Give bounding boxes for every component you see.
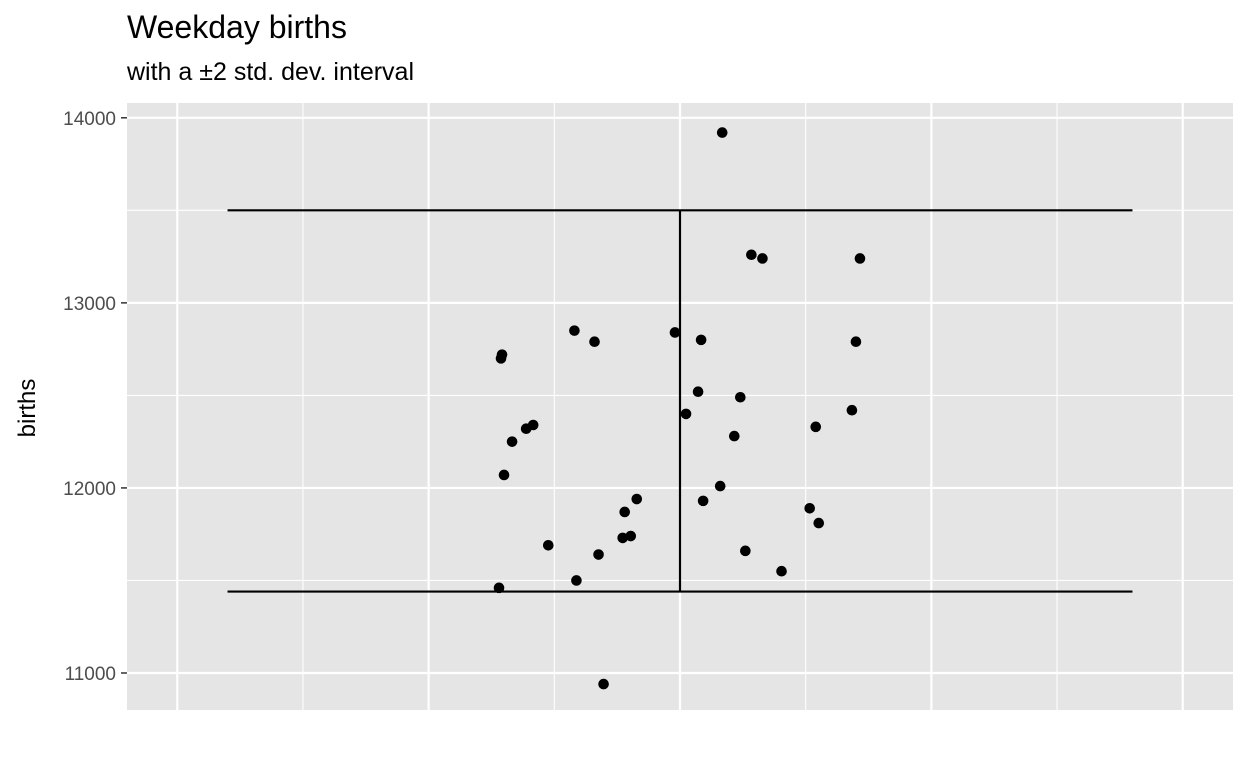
data-point (746, 249, 757, 261)
data-point (598, 678, 609, 690)
y-tick-label: 12000 (63, 479, 116, 500)
data-point (757, 253, 768, 264)
data-point (593, 549, 604, 560)
data-point (697, 495, 709, 507)
y-axis-ticks (121, 117, 127, 674)
data-point (810, 421, 822, 433)
data-point (854, 253, 866, 264)
data-point (728, 430, 740, 442)
data-point (506, 436, 518, 447)
data-point (569, 325, 580, 336)
data-point (692, 386, 704, 397)
data-point (776, 565, 787, 577)
data-point (617, 532, 628, 544)
y-axis-tick-labels: 11000 12000 13000 14000 (63, 109, 116, 685)
data-point (589, 336, 600, 348)
data-point (631, 493, 643, 505)
y-tick-label: 13000 (63, 294, 116, 315)
data-point (846, 404, 858, 416)
y-tick-label: 11000 (65, 664, 116, 685)
data-points (493, 127, 866, 690)
errorbar (227, 209, 1133, 593)
chart-title: Weekday births (127, 9, 347, 45)
data-point (527, 419, 539, 431)
data-point (804, 502, 816, 514)
data-point (619, 506, 630, 518)
data-point (571, 575, 582, 586)
y-tick-label: 14000 (63, 109, 116, 130)
data-point (495, 353, 507, 364)
data-point (695, 334, 707, 346)
data-point (542, 539, 554, 551)
data-point (850, 336, 862, 348)
data-point (669, 327, 681, 338)
chart-subtitle: with a ±2 std. dev. interval (127, 58, 414, 86)
data-point (493, 582, 505, 594)
data-point (498, 469, 510, 481)
data-point (680, 408, 692, 420)
data-point (625, 530, 637, 542)
data-point (714, 480, 726, 492)
data-point (740, 545, 751, 557)
data-point (813, 517, 825, 529)
data-point (735, 391, 746, 403)
data-point (716, 127, 728, 138)
